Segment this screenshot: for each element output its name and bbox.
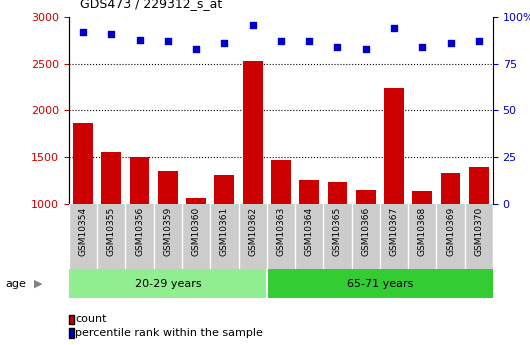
Point xyxy=(333,44,342,50)
Point xyxy=(164,39,172,44)
Point xyxy=(446,41,455,46)
Text: GSM10364: GSM10364 xyxy=(305,207,314,256)
Text: GSM10366: GSM10366 xyxy=(361,207,370,256)
Point xyxy=(305,39,313,44)
Bar xyxy=(328,182,347,204)
Point xyxy=(107,31,116,37)
Text: GSM10370: GSM10370 xyxy=(474,207,483,256)
Text: count: count xyxy=(75,315,107,324)
Text: GSM10359: GSM10359 xyxy=(163,207,172,256)
Bar xyxy=(243,61,262,204)
Point xyxy=(220,41,228,46)
Bar xyxy=(412,190,432,204)
Point xyxy=(418,44,427,50)
Text: GSM10363: GSM10363 xyxy=(277,207,285,256)
Point xyxy=(249,22,257,28)
Text: GSM10361: GSM10361 xyxy=(220,207,229,256)
Bar xyxy=(130,157,149,204)
Text: GSM10368: GSM10368 xyxy=(418,207,427,256)
Text: GSM10367: GSM10367 xyxy=(390,207,399,256)
Text: percentile rank within the sample: percentile rank within the sample xyxy=(75,328,263,338)
Text: age: age xyxy=(5,279,26,289)
Bar xyxy=(215,175,234,204)
Point xyxy=(79,29,87,35)
Text: GSM10365: GSM10365 xyxy=(333,207,342,256)
Bar xyxy=(101,152,121,204)
Point xyxy=(361,46,370,52)
Point xyxy=(474,39,483,44)
Point xyxy=(192,46,200,52)
Bar xyxy=(299,180,319,204)
Text: GSM10356: GSM10356 xyxy=(135,207,144,256)
Text: GSM10362: GSM10362 xyxy=(248,207,257,256)
Text: GSM10355: GSM10355 xyxy=(107,207,116,256)
Text: ▶: ▶ xyxy=(34,279,43,289)
Bar xyxy=(469,167,489,204)
Text: GDS473 / 229312_s_at: GDS473 / 229312_s_at xyxy=(80,0,222,10)
Bar xyxy=(73,124,93,204)
Bar xyxy=(267,269,493,298)
Text: GSM10360: GSM10360 xyxy=(192,207,200,256)
Bar xyxy=(186,198,206,204)
Bar xyxy=(356,190,376,204)
Text: 20-29 years: 20-29 years xyxy=(135,279,201,289)
Bar xyxy=(69,269,267,298)
Point xyxy=(277,39,285,44)
Text: GSM10354: GSM10354 xyxy=(78,207,87,256)
Bar xyxy=(384,88,404,204)
Bar xyxy=(158,171,178,204)
Bar xyxy=(440,173,461,204)
Text: 65-71 years: 65-71 years xyxy=(347,279,413,289)
Point xyxy=(135,37,144,42)
Point xyxy=(390,26,398,31)
Text: GSM10369: GSM10369 xyxy=(446,207,455,256)
Bar xyxy=(271,160,291,204)
